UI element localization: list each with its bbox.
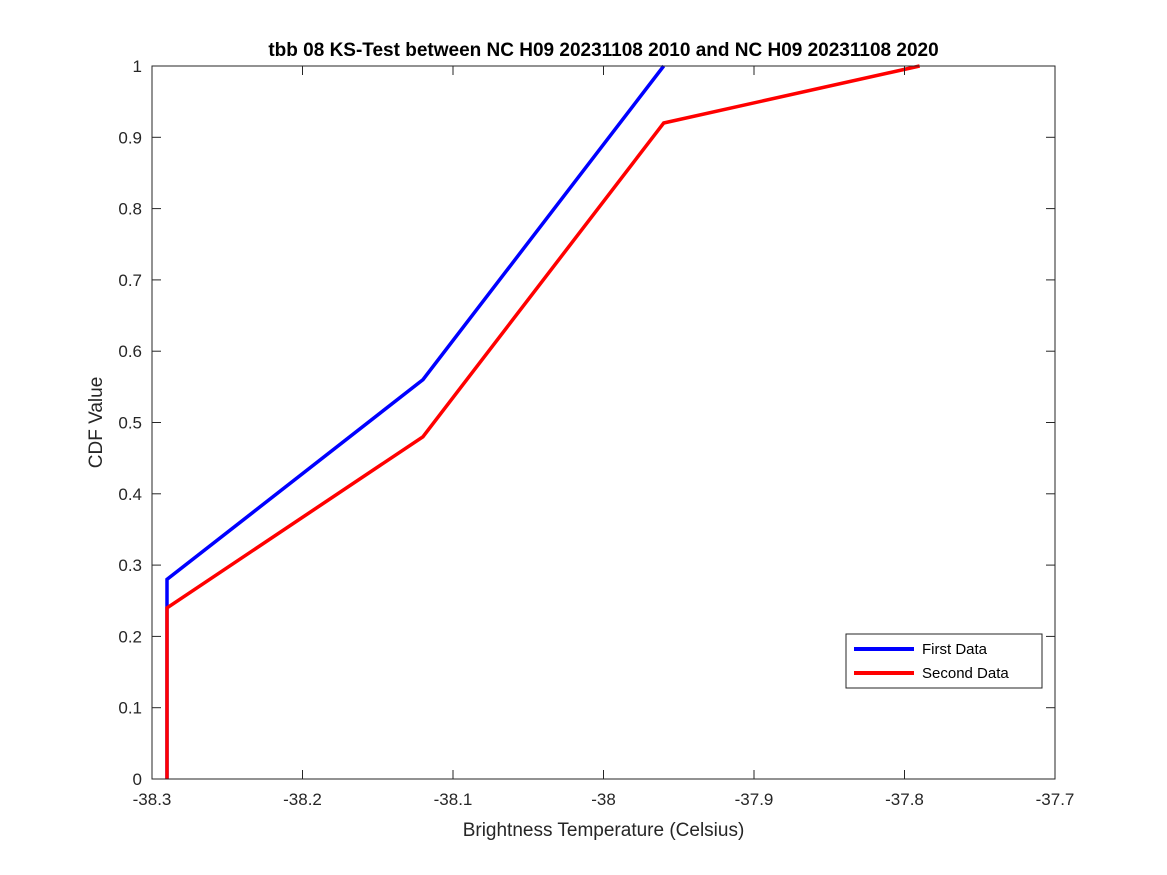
x-tick-label: -37.7	[1036, 790, 1075, 809]
y-tick-label: 0.1	[118, 699, 142, 718]
x-tick-label: -38.2	[283, 790, 322, 809]
x-tick-label: -38	[591, 790, 616, 809]
legend-label-second-data: Second Data	[922, 665, 1009, 682]
x-tick-label: -37.9	[735, 790, 774, 809]
x-tick-label: -38.3	[133, 790, 172, 809]
series-layer	[165, 64, 920, 779]
x-tick-label: -37.8	[885, 790, 924, 809]
y-tick-label: 0.3	[118, 556, 142, 575]
y-tick-label: 0.5	[118, 414, 142, 433]
x-tick-label: -38.1	[434, 790, 473, 809]
y-tick-label: 0.8	[118, 200, 142, 219]
y-tick-label: 0.6	[118, 342, 142, 361]
y-tick-label: 0.7	[118, 271, 142, 290]
legend: First Data Second Data	[845, 633, 1043, 689]
legend-label-first-data: First Data	[922, 641, 988, 658]
y-tick-label: 0.2	[118, 627, 142, 646]
legend-box	[845, 633, 1043, 689]
axes-layer: -38.3 -38.2 -38.1 -38 -37.9 -37.8 -37.7 0 0.1 0.2…	[118, 57, 1074, 809]
y-tick-label: 0.4	[118, 485, 142, 504]
y-tick-label: 0.9	[118, 128, 142, 147]
y-axis-label: CDF Value	[86, 377, 107, 469]
series-line-second-data	[165, 64, 920, 779]
chart-title: tbb 08 KS-Test between NC H09 20231108 2…	[268, 40, 938, 61]
y-tick-label: 0	[133, 770, 142, 789]
y-tick-label: 1	[133, 57, 142, 76]
x-axis-label: Brightness Temperature (Celsius)	[463, 820, 745, 841]
